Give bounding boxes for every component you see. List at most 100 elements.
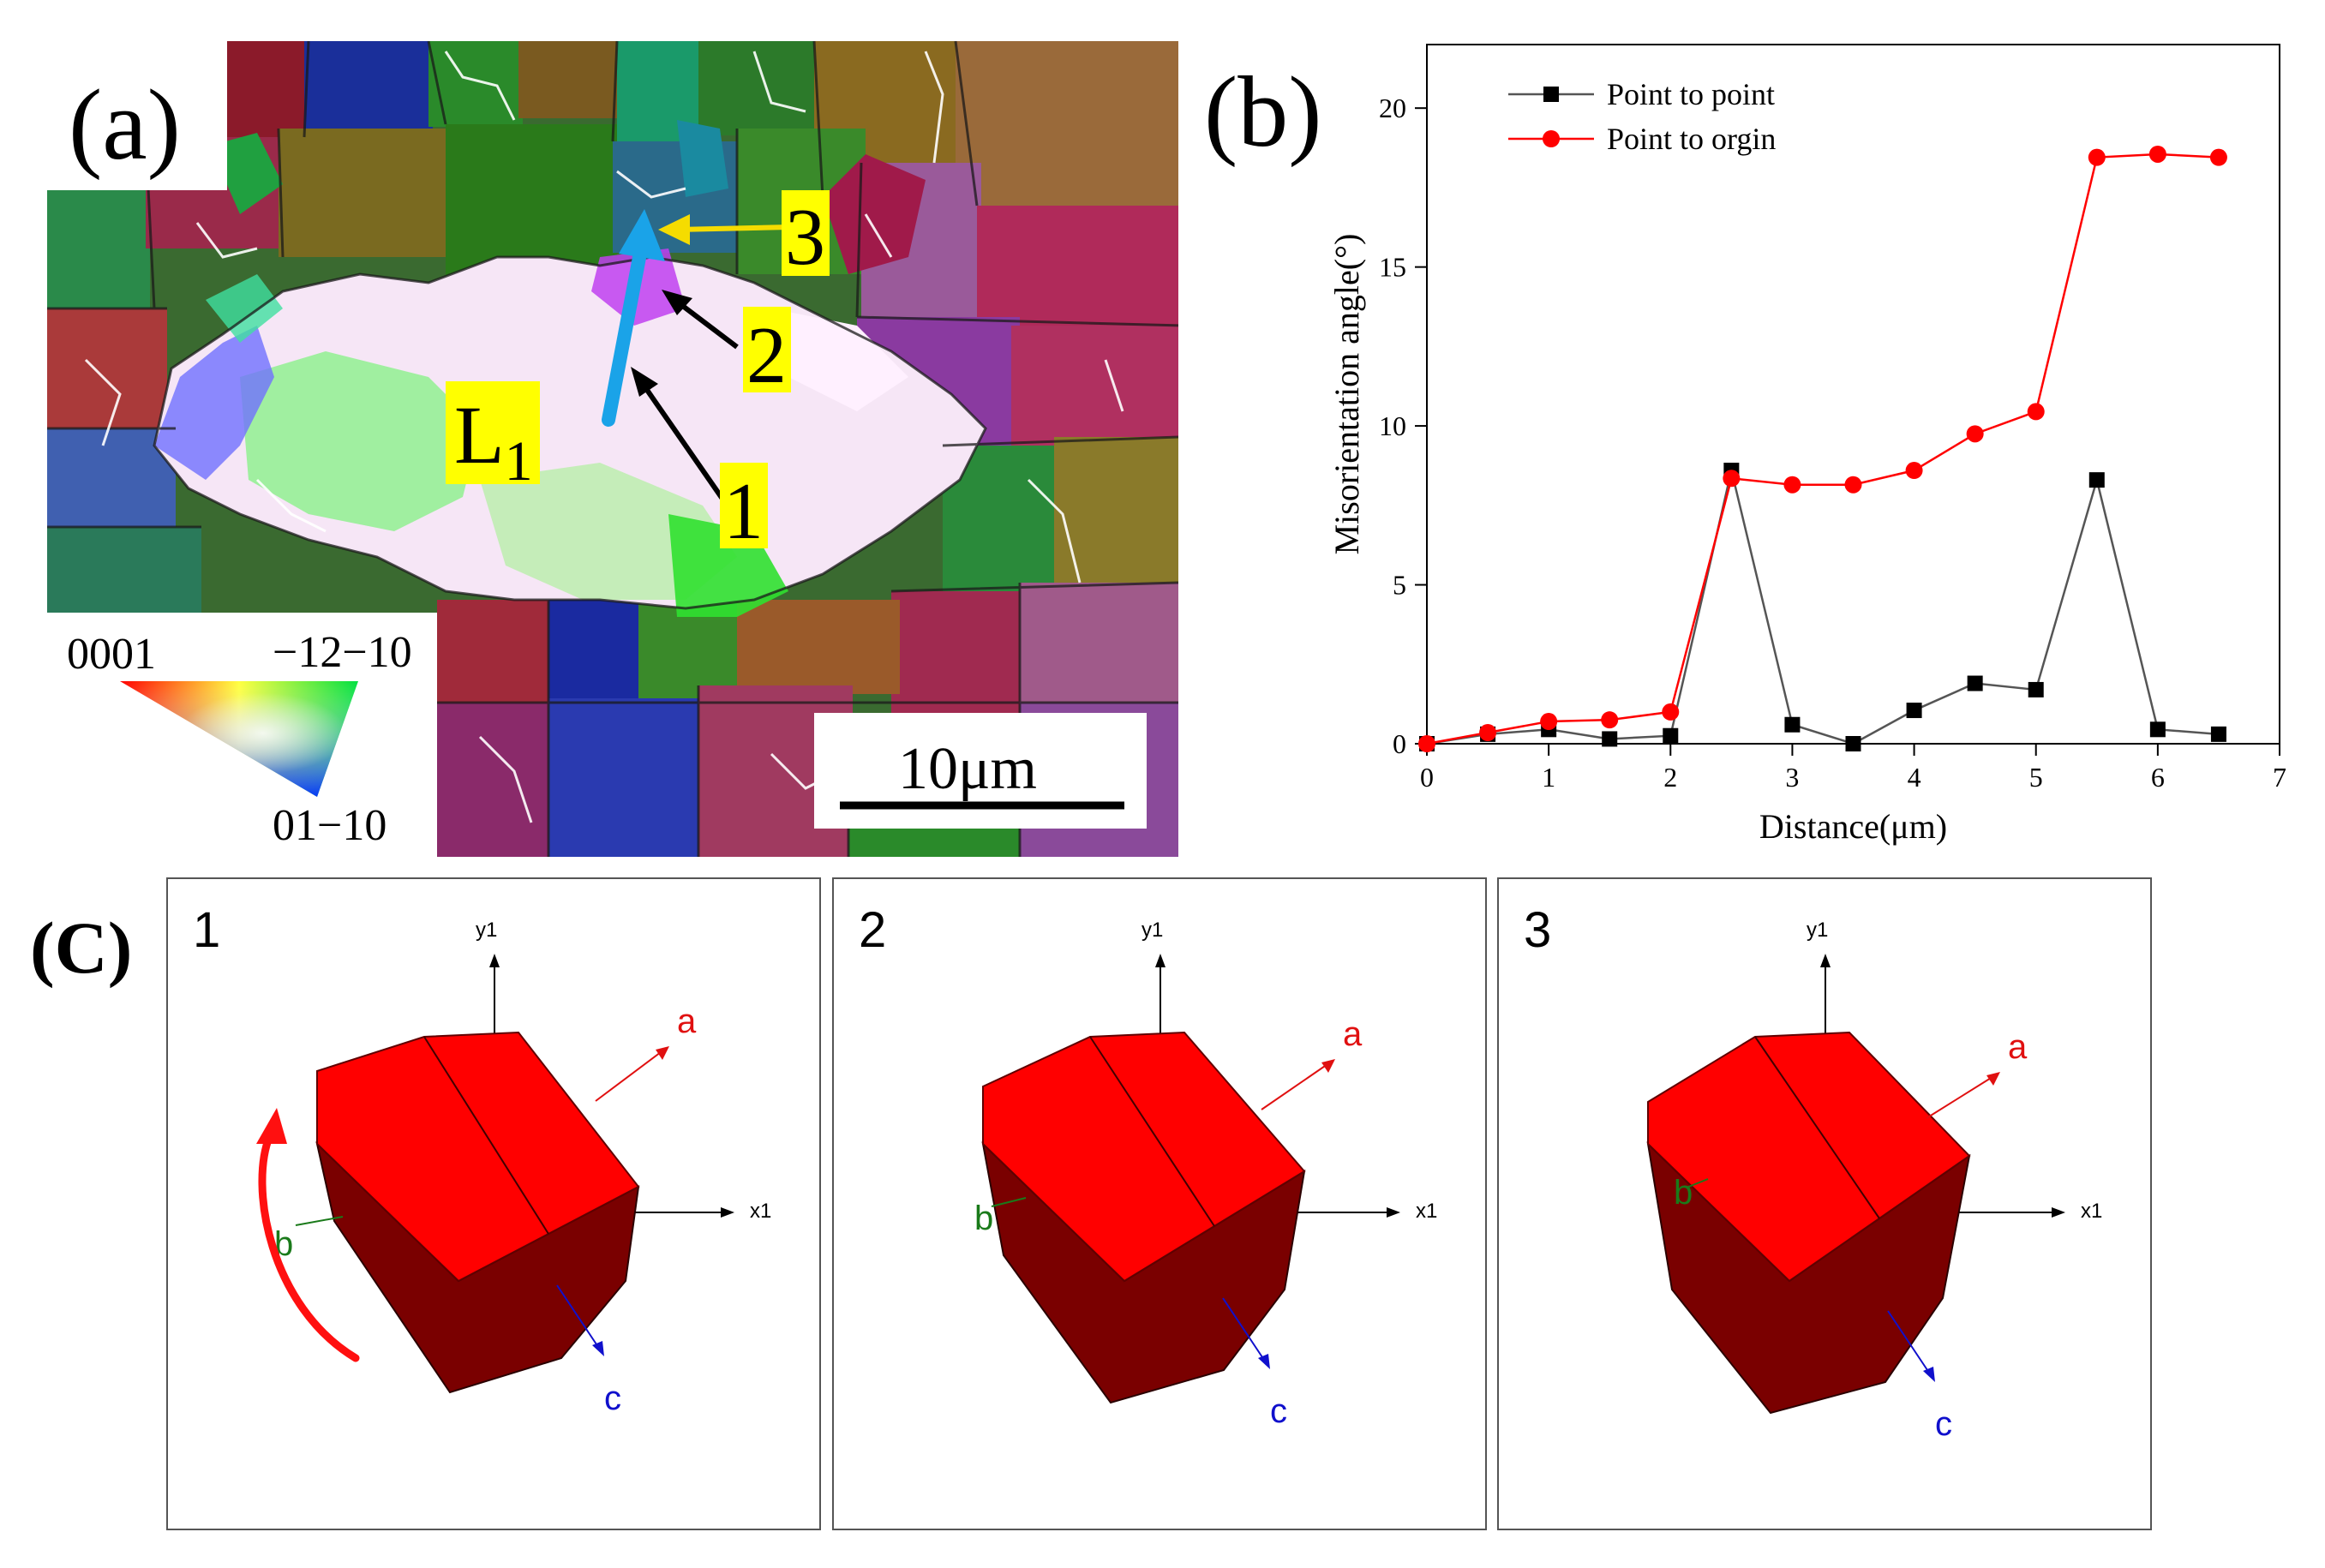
svg-text:0001: 0001 [67,630,156,679]
rotation-arrow [258,1131,360,1362]
y1-axis-arrow [1820,954,1831,967]
x-tick-label: 6 [2151,762,2165,793]
x1-axis-arrow [2052,1207,2065,1218]
marker-3: 3 [782,190,830,282]
data-point [2148,145,2166,163]
svg-text:3: 3 [785,193,825,282]
l1-label: L1 [454,389,533,493]
legend-label: Point to orgin [1607,122,1776,156]
axis-c-arrow [1258,1354,1270,1369]
x1-axis-arrow [1387,1207,1400,1218]
axis-c-line [556,1284,601,1350]
x-tick-label: 0 [1420,762,1434,793]
axis-a-line [1926,1074,1996,1119]
crystal-edge [423,1036,549,1235]
axis-a-arrow [656,1046,669,1060]
y1-axis-label: y1 [1142,919,1163,942]
ebsd-map-panel: (a) L1 3 2 1 0001 −12−10 01−10 10μm [0,0,1178,865]
x-tick-label: 7 [2273,762,2286,793]
axis-c-label: c [1270,1392,1287,1430]
x1-axis-label: x1 [2081,1200,2102,1223]
crystal-box-2: 2 y1 x1 a b c [832,877,1487,1530]
data-point [1905,462,1923,480]
data-point [2027,403,2045,421]
axis-a-arrow [1321,1059,1335,1073]
axis-b-line [1686,1178,1709,1188]
y1-axis-arrow [1155,954,1165,967]
legend-label: Point to point [1607,77,1775,111]
axis-c-arrow [592,1341,604,1356]
ipf-color-key: 0001 −12−10 01−10 [67,628,412,850]
x-tick-label: 1 [1542,762,1555,793]
axis-b-label: b [274,1225,293,1263]
data-point [2209,148,2227,166]
data-point [1906,703,1922,719]
data-point [2149,721,2166,738]
axis-a-line [1261,1062,1331,1110]
data-point [1967,675,1983,691]
axis-c-label: c [1935,1405,1952,1443]
x1-axis-label: x1 [1416,1200,1437,1223]
data-point [2210,726,2226,742]
y-axis-label: Misorientation angle(°) [1327,234,1366,555]
panel-c-label: (C) [30,907,132,989]
data-point [1966,425,1984,443]
l1-label-bg [446,381,540,484]
x1-axis-label: x1 [750,1200,771,1223]
y1-axis-label: y1 [1807,919,1828,942]
axis-c-label: c [604,1379,621,1417]
crystal-number: 1 [193,902,220,958]
crystal-number: 3 [1524,902,1551,958]
series-line-2 [1426,153,2219,745]
x-tick-label: 5 [2029,762,2043,793]
data-point [1663,727,1679,744]
x-tick-label: 3 [1785,762,1799,793]
data-point [1783,476,1801,494]
y-tick-label: 5 [1393,570,1406,601]
rotation-arrow-head [256,1108,287,1144]
crystal-box-1: 1 y1 x1 a b c [166,877,821,1530]
y-tick-label: 0 [1393,728,1406,759]
panel-b-label: (b) [1204,56,1322,168]
svg-text:1: 1 [723,467,764,556]
data-point [1845,736,1861,751]
data-point [1723,470,1741,488]
data-point [2028,681,2044,697]
panel-a-label: (a) [69,69,181,181]
x-axis-label: Distance(μm) [1759,807,1947,846]
axis-b-label: b [1674,1174,1693,1212]
legend-marker [1543,87,1559,102]
axis-a-line [595,1049,665,1102]
axis-b-label: b [974,1200,993,1237]
y1-axis-label: y1 [476,919,497,942]
axis-a-label: a [2008,1028,2028,1066]
svg-text:2: 2 [746,311,787,400]
data-point [1662,703,1680,721]
crystal-number: 2 [859,902,886,958]
y-tick-label: 10 [1379,410,1406,441]
legend-marker [1543,130,1560,147]
svg-text:10μm: 10μm [898,736,1037,802]
crystal-box-3: 3 y1 x1 a b c [1497,877,2152,1530]
axis-b-line [295,1216,344,1226]
misorientation-chart: (b) 0 1 2 3 4 5 6 7 0 5 10 15 20 Distance(μm) Misorien… [1204,44,2286,846]
crystal-edge [1754,1036,1880,1219]
data-point [2088,148,2106,166]
svg-text:01−10: 01−10 [273,801,387,850]
axis-a-arrow [1986,1072,2000,1086]
axis-c-arrow [1923,1367,1935,1382]
marker-1: 1 [720,463,768,556]
series-line-1 [1426,470,2220,745]
scale-bar: 10μm [814,713,1147,829]
y1-axis-arrow [489,954,500,967]
misorientation-path [602,209,791,503]
x-tick-label: 2 [1663,762,1677,793]
x1-axis-arrow [721,1207,734,1218]
axis-a-label: a [677,1002,697,1040]
data-point [1784,716,1801,733]
y-tick-label: 15 [1379,252,1406,283]
data-point [1418,735,1435,752]
data-point [1601,711,1619,729]
data-point [1844,476,1862,494]
